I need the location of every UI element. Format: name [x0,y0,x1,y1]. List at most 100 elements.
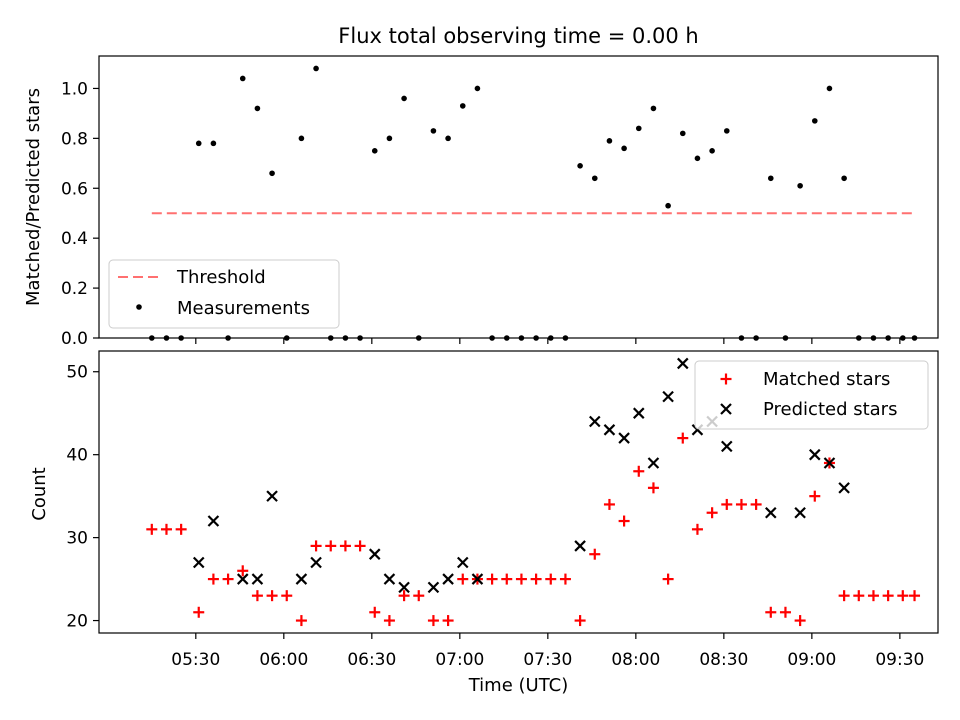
x-tick-label: 08:00 [611,650,660,670]
matched-stars-points [146,432,921,627]
predicted-star-point [295,573,308,585]
top-y-axis-label: Matched/Predicted stars [23,88,44,306]
matched-star-point [427,615,439,627]
measurement-point [635,125,642,132]
matched-star-point [677,432,689,444]
predicted-star-point [368,548,381,560]
measurement-point [269,170,275,177]
matched-star-point [662,573,674,585]
measurement-point [225,335,231,341]
measurement-point [885,335,891,341]
matched-star-point [897,590,909,602]
measurement-point [899,335,906,341]
matched-star-point [413,590,425,602]
top-chart: 0.0 0.2 0.4 0.6 0.8 1.0 Matched/Predicted sta… [23,55,939,349]
bottom-y-tick-label: 50 [66,363,88,383]
measurement-point [753,335,759,341]
predicted-star-point [588,415,601,428]
measurement-point [401,95,407,102]
top-y-tick-label: 1.0 [61,79,88,99]
legend-measurements-swatch [136,304,142,310]
predicted-star-point [427,581,440,594]
matched-star-point [574,615,586,627]
matched-star-point [867,590,879,602]
top-y-tick-label: 0.4 [61,229,88,249]
matched-star-point [266,590,278,602]
measurement-point [327,335,334,341]
top-y-tick-label: 0.8 [61,129,88,149]
matched-star-point [882,590,894,602]
matched-star-point [530,573,542,585]
matched-star-point [457,573,469,585]
x-tick-label: 06:00 [259,650,308,670]
matched-star-point [721,498,733,510]
predicted-star-point [809,448,821,461]
measurement-point [911,335,918,341]
measurement-point [841,175,847,182]
legend-predicted-stars-swatch [720,403,732,415]
measurement-point [782,335,789,341]
matched-star-point [853,590,865,602]
measurement-point [195,140,202,147]
predicted-star-point [456,556,469,569]
top-y-axis: 0.0 0.2 0.4 0.6 0.8 1.0 [61,79,99,349]
matched-star-point [647,482,659,494]
predicted-star-point [471,573,484,585]
predicted-star-point [662,390,674,403]
bottom-y-axis: 20 30 40 50 [66,363,99,632]
matched-star-point [633,465,645,477]
measurement-point [679,130,686,137]
matched-star-point [486,573,498,585]
measurement-point [254,105,261,112]
bottom-x-axis: 05:30 06:00 06:30 07:00 07:30 08:00 08:30 09:00… [171,633,924,670]
matched-star-point [237,565,249,577]
measurement-point [357,335,363,341]
matched-star-point [160,523,172,535]
matched-star-point [146,523,158,535]
x-tick-label: 07:00 [435,650,484,670]
matched-star-point [501,573,513,585]
predicted-star-point [677,357,689,370]
matched-star-point [794,615,806,627]
matched-star-point [193,606,205,618]
measurement-point [149,335,155,341]
measurement-point [650,105,657,112]
top-plot-frame [98,55,939,339]
top-legend: Threshold Measurements [108,259,340,329]
predicted-star-point [207,515,220,527]
top-y-tick-label: 0.2 [61,279,88,299]
bottom-plot-frame [98,350,939,634]
top-chart-title: Flux total observing time = 0.00 h [338,24,698,48]
predicted-star-point [647,457,660,469]
matched-star-point [735,498,747,510]
matched-star-point [442,615,454,627]
predicted-star-point [603,424,616,436]
legend-predicted-marker [720,403,732,415]
matched-star-point [809,490,821,502]
measurement-point [459,103,466,109]
matched-star-point [369,606,381,618]
measurement-point [298,135,305,142]
matched-star-point [281,590,293,602]
measurement-point [489,335,495,341]
measurement-point [210,140,217,147]
measurement-point [386,135,393,142]
predicted-star-point [574,540,586,552]
predicted-star-point [765,506,777,519]
bottom-y-tick-label: 20 [66,612,88,632]
legend-matched-stars-label: Matched stars [763,369,890,390]
measurement-point [577,163,583,169]
predicted-star-point [383,573,396,585]
measurement-point [445,135,451,142]
measurement-point [562,335,569,341]
matched-star-point [310,540,322,552]
x-axis-label: Time (UTC) [468,675,569,696]
measurement-point [371,148,378,154]
measurement-point [870,335,877,341]
measurement-point [723,128,730,134]
predicted-star-point [266,490,278,502]
matched-star-point [398,590,410,602]
matched-star-point [175,523,187,535]
